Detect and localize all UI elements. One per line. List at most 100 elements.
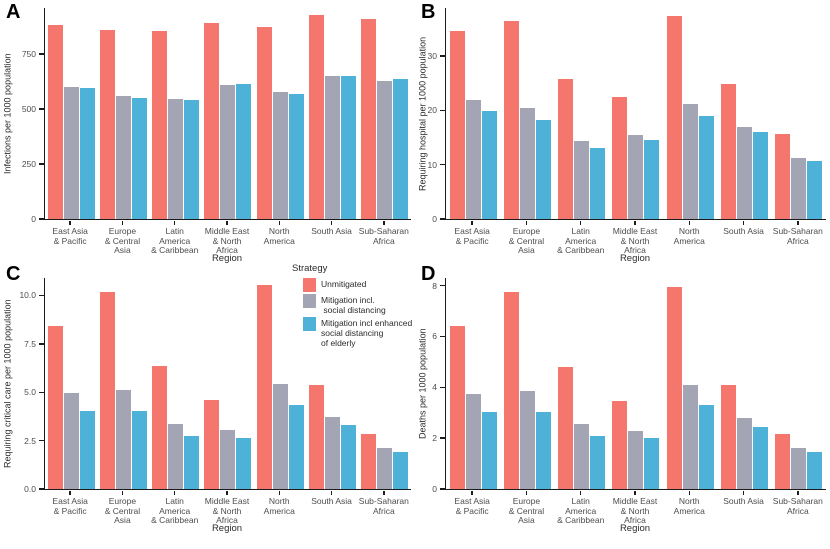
bar xyxy=(519,107,535,219)
bar xyxy=(465,393,481,489)
y-tick-mark xyxy=(39,163,44,165)
bar xyxy=(256,27,272,219)
x-tick-mark xyxy=(330,491,333,495)
x-category: Middle East & North Africa xyxy=(608,491,662,526)
y-tick-label: 0 xyxy=(432,214,437,224)
bar-group xyxy=(500,278,554,489)
x-category-label: South Asia xyxy=(723,226,764,236)
bar xyxy=(535,411,551,489)
bar xyxy=(47,326,63,489)
x-tick-mark xyxy=(383,221,385,225)
x-category-label: Europe & Central Asia xyxy=(104,226,141,255)
bar xyxy=(753,426,769,489)
x-category: North America xyxy=(662,221,716,256)
x-tick-mark xyxy=(226,221,228,225)
bar xyxy=(612,97,628,219)
x-category-label: Sub-Saharan Africa xyxy=(358,226,409,246)
y-tick-label: 30 xyxy=(427,50,437,61)
panel-c-critical-care: C Requiring critical care per 1000 popula… xyxy=(0,262,415,549)
bar-group xyxy=(555,278,609,489)
bar xyxy=(168,98,184,219)
bar xyxy=(393,452,409,489)
bar xyxy=(184,99,200,219)
x-category: Sub-Saharan Africa xyxy=(771,491,825,526)
y-tick-mark xyxy=(39,294,44,297)
x-category: Middle East & North Africa xyxy=(201,491,253,526)
x-category: Middle East & North Africa xyxy=(201,221,253,256)
y-tick-label: 10.0 xyxy=(19,290,36,301)
bar-group xyxy=(45,278,97,489)
bar xyxy=(309,15,325,219)
bar xyxy=(612,401,628,489)
y-axis-title: Requiring critical care per 1000 populat… xyxy=(2,299,13,468)
y-tick-mark xyxy=(440,335,445,338)
legend-item: Unmitigated xyxy=(303,278,412,292)
bar-group xyxy=(150,8,202,219)
x-tick-mark xyxy=(69,221,71,225)
x-category: East Asia & Pacific xyxy=(44,221,96,256)
legend-item: Mitigation incl enhanced social distanci… xyxy=(303,317,412,348)
x-tick-mark xyxy=(580,491,582,495)
x-tick-mark xyxy=(797,221,799,225)
x-category: Sub-Saharan Africa xyxy=(358,491,410,526)
bar xyxy=(168,424,184,489)
y-tick-mark xyxy=(440,437,445,439)
y-tick-mark xyxy=(39,488,44,490)
bar xyxy=(628,135,644,219)
bar xyxy=(574,424,590,489)
bar xyxy=(99,291,115,489)
y-tick-label: 20 xyxy=(427,105,437,116)
y-tick-label: 5.0 xyxy=(24,387,36,398)
bar xyxy=(341,75,357,219)
bar-group xyxy=(359,278,411,489)
y-tick-label: 10 xyxy=(427,159,437,170)
y-tick-mark xyxy=(39,53,44,55)
x-tick-mark xyxy=(634,221,636,225)
x-category-label: East Asia & Pacific xyxy=(454,496,490,516)
x-axis-title: Region xyxy=(211,523,243,534)
bar xyxy=(721,384,737,489)
bar xyxy=(449,326,465,489)
bar xyxy=(644,438,660,489)
bar xyxy=(272,91,288,219)
bar-group xyxy=(609,8,663,219)
x-category: Latin America & Caribbean xyxy=(149,221,201,256)
bar-group xyxy=(555,8,609,219)
bar xyxy=(775,434,791,489)
bar xyxy=(325,76,341,219)
x-tick-mark xyxy=(69,491,71,495)
bar xyxy=(698,115,714,219)
x-category-label: North America xyxy=(673,496,705,516)
y-tick-mark xyxy=(440,386,445,388)
x-category: South Asia xyxy=(716,221,770,256)
bar xyxy=(152,30,168,219)
plot-area xyxy=(44,278,411,490)
bar xyxy=(220,430,236,489)
x-tick-mark xyxy=(278,221,280,225)
y-tick-label: 0.0 xyxy=(24,484,36,494)
bar xyxy=(465,100,481,219)
x-tick-mark xyxy=(121,221,124,225)
x-category: South Asia xyxy=(716,491,770,526)
x-category-label: South Asia xyxy=(311,496,352,506)
panel-d-deaths: D Deaths per 1000 population 0 2 4 6 8 East Asi… xyxy=(415,262,830,549)
y-tick-mark xyxy=(39,108,44,110)
legend-item-label: Mitigation incl enhanced social distanci… xyxy=(321,318,413,348)
bar xyxy=(590,148,606,219)
y-tick-label: 8 xyxy=(432,280,437,291)
x-category: North America xyxy=(253,491,305,526)
x-category-label: East Asia & Pacific xyxy=(454,226,490,246)
legend-title: Strategy xyxy=(292,263,328,274)
y-tick-label: 750 xyxy=(21,49,36,60)
bar-group xyxy=(202,278,254,489)
x-axis-title: Region xyxy=(619,523,651,534)
bar-group xyxy=(202,8,254,219)
panel-letter: C xyxy=(6,263,21,285)
bar xyxy=(775,134,791,219)
x-category: Middle East & North Africa xyxy=(608,221,662,256)
x-category-label: Middle East & North Africa xyxy=(612,226,658,255)
x-category: East Asia & Pacific xyxy=(44,491,96,526)
bar-group xyxy=(772,8,826,219)
bar-group xyxy=(446,8,500,219)
